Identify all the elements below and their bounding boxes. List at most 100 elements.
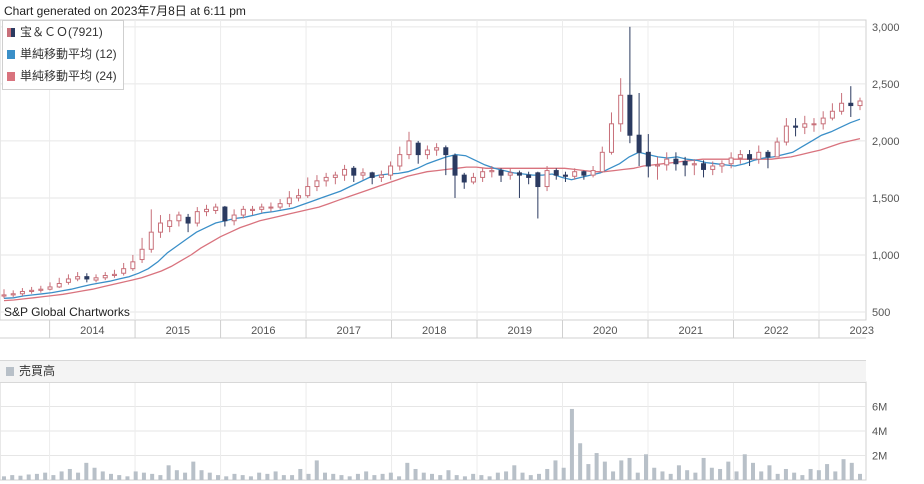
candle-body: [489, 170, 495, 173]
volume-bar: [709, 467, 714, 480]
pink-square-icon: [7, 72, 15, 81]
candle-body: [627, 94, 633, 136]
x-tick-label: 2019: [508, 325, 532, 337]
volume-bar: [783, 468, 788, 480]
candle-body: [673, 158, 679, 165]
candle-body: [56, 282, 62, 288]
volume-bar: [265, 473, 270, 480]
volume-bar: [767, 465, 772, 480]
candle-body: [369, 172, 375, 178]
candle-body: [323, 176, 329, 182]
y-tick-label: 500: [872, 307, 890, 319]
volume-bar: [841, 459, 846, 480]
x-tick-label: 2022: [764, 325, 788, 337]
volume-bar: [59, 471, 64, 480]
volume-bar: [372, 475, 377, 480]
volume-bar: [446, 470, 451, 480]
volume-bar: [602, 461, 607, 480]
candle-body: [213, 206, 219, 211]
candle-body: [277, 203, 283, 208]
volume-bar: [800, 475, 805, 480]
volume-bar: [849, 462, 854, 480]
volume-bar: [578, 443, 583, 480]
volume-bar: [512, 465, 517, 480]
gray-square-icon: [6, 367, 14, 376]
volume-bar: [668, 473, 673, 480]
candle-body: [203, 208, 209, 213]
candle-body: [452, 155, 458, 176]
volume-bar: [528, 475, 533, 480]
volume-bar: [816, 470, 821, 480]
grid-lines: [0, 19, 867, 339]
x-tick-label: 2018: [422, 325, 446, 337]
volume-bar: [199, 470, 204, 480]
volume-bar: [191, 461, 196, 480]
plot-frame: [0, 19, 867, 321]
candle-body: [250, 208, 256, 211]
candle-body: [314, 180, 320, 188]
x-tick-label: 2017: [337, 325, 361, 337]
volume-bar: [43, 472, 48, 480]
volume-bar: [323, 472, 327, 480]
candle-body: [701, 163, 707, 170]
candle-body: [691, 163, 697, 166]
volume-bar: [67, 468, 72, 480]
volume-bar: [248, 476, 253, 480]
candle-body: [102, 275, 108, 279]
volume-bar: [76, 472, 81, 480]
volume-bar: [759, 471, 764, 480]
candle-body: [857, 100, 863, 107]
volume-bar: [520, 472, 525, 480]
volume-bar: [594, 453, 599, 480]
candle-body: [728, 157, 734, 165]
volume-bar: [314, 460, 319, 480]
volume-bar: [479, 475, 484, 480]
volume-bar: [627, 457, 632, 480]
volume-bar: [183, 472, 188, 480]
candle-body: [572, 171, 578, 177]
candle-body: [526, 174, 532, 178]
legend-item-sma24[interactable]: 単純移動平均 (24): [3, 65, 123, 87]
volume-bar: [34, 473, 39, 480]
volume-bar: [421, 472, 426, 480]
volume-bar: [281, 475, 286, 480]
volume-bar: [775, 473, 780, 480]
volume-bar: [652, 467, 657, 480]
candle-body: [793, 125, 799, 128]
volume-bar: [125, 476, 130, 480]
candle-body: [608, 123, 614, 153]
legend-item-price[interactable]: 宝＆ＣＯ(7921): [3, 21, 123, 43]
candle-body: [19, 290, 25, 295]
candle-body: [480, 171, 486, 178]
candle-body: [820, 117, 826, 125]
volume-bar: [833, 471, 838, 480]
candle-body: [581, 171, 587, 176]
legend-item-sma12[interactable]: 単純移動平均 (12): [3, 43, 123, 65]
candle-body: [38, 288, 44, 291]
volume-bar: [380, 473, 385, 480]
candle-body: [747, 154, 753, 160]
candle-body: [802, 123, 808, 128]
candle-body: [599, 151, 605, 173]
volume-bar: [273, 471, 278, 480]
candle-body: [176, 214, 182, 222]
candle-body: [296, 195, 302, 199]
candle-body: [29, 289, 35, 292]
blue-square-icon: [7, 50, 15, 59]
volume-bar: [232, 473, 237, 480]
candle-body: [553, 170, 559, 176]
y-tick-label: 1,000: [872, 250, 900, 262]
volume-bar: [51, 475, 56, 480]
volume-bar: [635, 472, 640, 480]
candle-body: [682, 160, 688, 166]
volume-bar: [858, 473, 862, 480]
volume-bar: [84, 462, 89, 480]
candle-body: [535, 172, 541, 188]
x-tick-label: 2021: [679, 325, 703, 337]
volume-bar: [306, 473, 311, 480]
candle-body: [121, 268, 127, 274]
volume-bar: [141, 472, 146, 480]
volume-bar: [742, 454, 747, 480]
volume-bar: [586, 464, 591, 480]
volume-bar: [298, 468, 303, 480]
